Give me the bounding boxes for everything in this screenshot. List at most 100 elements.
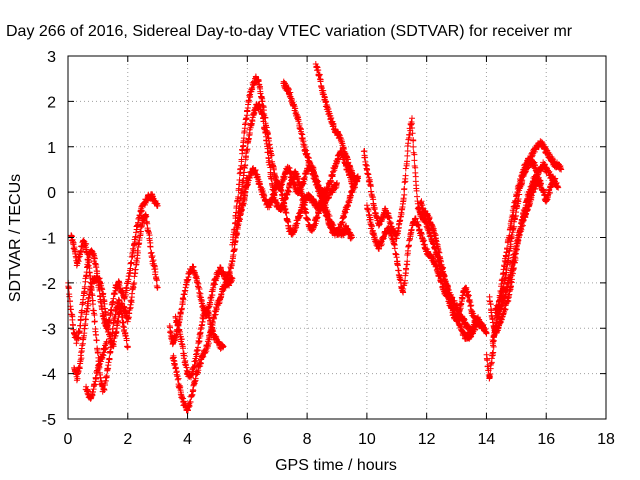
data-point xyxy=(70,245,77,252)
data-point xyxy=(116,280,123,287)
data-point xyxy=(112,308,119,315)
data-point xyxy=(96,363,103,370)
data-point xyxy=(172,334,179,341)
data-point xyxy=(197,294,204,301)
data-point xyxy=(90,251,97,258)
data-point xyxy=(362,161,369,168)
data-point xyxy=(95,362,102,369)
data-point xyxy=(402,172,409,179)
data-point xyxy=(81,283,88,290)
data-point xyxy=(490,343,497,350)
data-point xyxy=(391,245,398,252)
data-point xyxy=(401,179,408,186)
data-point xyxy=(83,241,90,248)
data-point xyxy=(133,258,140,265)
data-point xyxy=(85,294,92,301)
data-point xyxy=(109,325,116,332)
data-point xyxy=(125,315,132,322)
data-point xyxy=(92,260,99,267)
y-tick-label: -5 xyxy=(42,412,56,429)
data-point xyxy=(94,349,101,356)
data-point xyxy=(242,121,249,128)
x-tick-label: 16 xyxy=(537,431,555,448)
data-point xyxy=(487,361,494,368)
data-point xyxy=(133,229,140,236)
data-point xyxy=(403,266,410,273)
data-point xyxy=(131,236,138,243)
data-point xyxy=(82,316,89,323)
y-tick-label: -2 xyxy=(42,276,56,293)
data-point xyxy=(129,245,136,252)
data-point xyxy=(122,332,129,339)
data-point xyxy=(316,72,323,79)
x-tick-label: 14 xyxy=(478,431,496,448)
data-point xyxy=(154,284,161,291)
y-axis-label: SDTVAR / TECUs xyxy=(7,174,24,302)
data-point xyxy=(217,264,224,271)
data-point xyxy=(75,335,82,342)
data-point xyxy=(111,291,118,298)
data-point xyxy=(411,157,418,164)
data-point xyxy=(82,322,89,329)
data-point xyxy=(78,349,85,356)
data-point xyxy=(121,326,128,333)
data-point xyxy=(70,239,77,246)
data-point xyxy=(188,392,195,399)
data-point xyxy=(407,230,414,237)
data-point xyxy=(407,121,414,128)
data-point xyxy=(73,340,80,347)
data-point xyxy=(105,359,112,366)
data-point xyxy=(401,191,408,198)
data-point xyxy=(91,254,98,261)
data-point xyxy=(90,388,97,395)
chart-title: Day 266 of 2016, Sidereal Day-to-day VTE… xyxy=(6,23,573,40)
data-point xyxy=(110,319,117,326)
y-tick-label: 2 xyxy=(47,94,56,111)
data-point xyxy=(138,223,145,230)
data-point xyxy=(171,360,178,367)
data-point xyxy=(83,383,90,390)
data-point xyxy=(131,280,138,287)
data-point xyxy=(114,318,121,325)
data-point xyxy=(207,301,214,308)
data-point xyxy=(134,249,141,256)
data-point xyxy=(128,259,135,266)
data-point xyxy=(100,352,107,359)
data-point xyxy=(142,214,149,221)
data-point xyxy=(122,291,129,298)
data-point xyxy=(146,237,153,244)
data-point xyxy=(104,366,111,373)
data-point xyxy=(83,248,90,255)
data-point xyxy=(402,165,409,172)
data-point xyxy=(118,307,125,314)
x-tick-label: 0 xyxy=(64,431,73,448)
data-point xyxy=(113,328,120,335)
data-point xyxy=(397,217,404,224)
data-point xyxy=(365,171,372,178)
data-point xyxy=(85,298,92,305)
x-tick-label: 12 xyxy=(418,431,436,448)
data-point xyxy=(91,311,98,318)
data-point xyxy=(86,259,93,266)
data-point xyxy=(226,270,233,277)
data-point xyxy=(116,300,123,307)
data-point xyxy=(65,285,72,292)
data-point xyxy=(74,375,81,382)
x-tick-label: 18 xyxy=(597,431,615,448)
data-point xyxy=(86,269,93,276)
data-point xyxy=(212,281,219,288)
data-point xyxy=(118,314,125,321)
data-point xyxy=(135,215,142,222)
data-point xyxy=(99,306,106,313)
data-point xyxy=(93,337,100,344)
x-tick-label: 8 xyxy=(303,431,312,448)
data-point xyxy=(123,337,130,344)
data-point xyxy=(126,270,133,277)
data-point xyxy=(134,255,141,262)
x-tick-label: 4 xyxy=(183,431,192,448)
x-tick-label: 2 xyxy=(123,431,132,448)
data-point xyxy=(88,283,95,290)
data-point xyxy=(70,326,77,333)
x-tick-label: 6 xyxy=(243,431,252,448)
data-point xyxy=(130,281,137,288)
